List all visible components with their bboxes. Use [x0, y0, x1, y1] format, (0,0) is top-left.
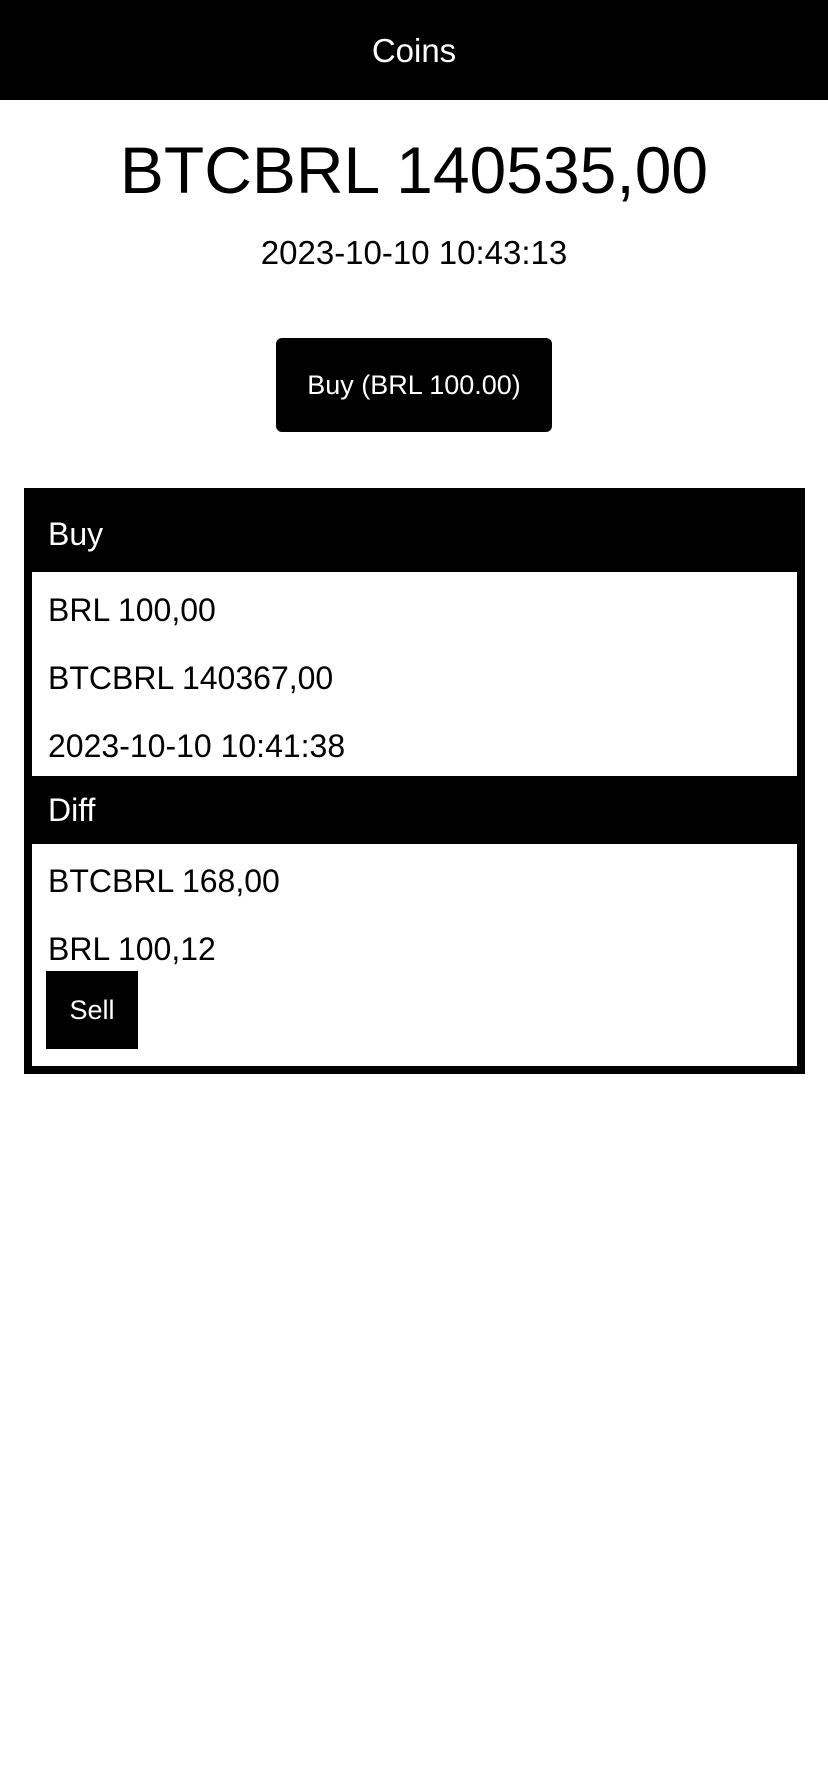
price-timestamp: 2023-10-10 10:43:13	[260, 234, 568, 271]
diff-section-header: Diff	[32, 776, 797, 844]
buy-timestamp: 2023-10-10 10:41:38	[48, 728, 346, 764]
buy-section-header: Buy	[32, 496, 797, 572]
buy-price: BTCBRL 140367,00	[48, 660, 334, 696]
buy-button[interactable]: Buy (BRL 100.00)	[276, 338, 552, 432]
app-title: Coins	[371, 31, 457, 69]
app-bar: Coins	[0, 0, 828, 100]
current-price: BTCBRL 140535,00	[119, 133, 709, 207]
current-value: BRL 100,12	[48, 931, 216, 967]
price-diff: BTCBRL 168,00	[48, 863, 280, 899]
position-card: Buy BRL 100,00 BTCBRL 140367,00 2023-10-…	[24, 488, 805, 1074]
sell-button[interactable]: Sell	[46, 971, 138, 1049]
buy-amount: BRL 100,00	[48, 592, 216, 628]
